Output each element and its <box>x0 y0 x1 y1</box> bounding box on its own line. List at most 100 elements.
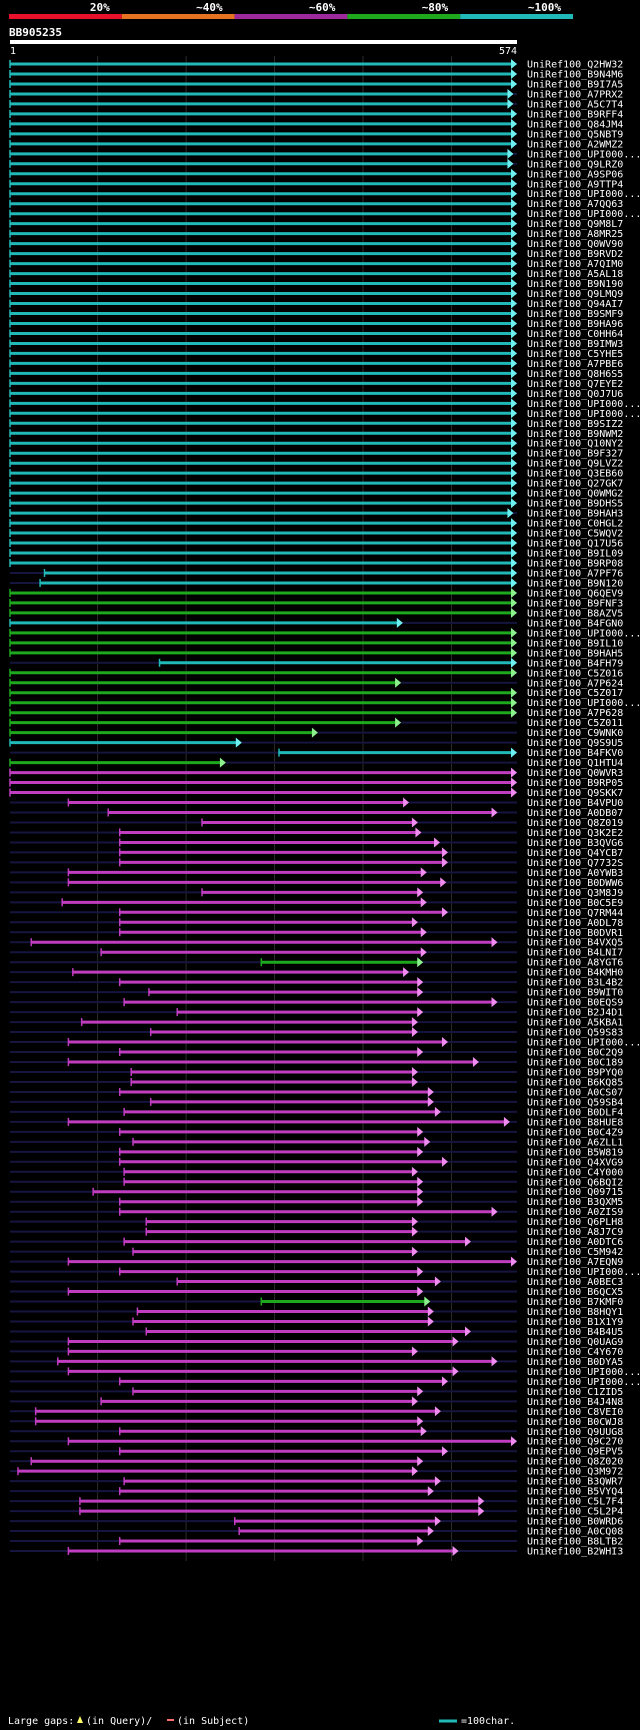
hit-row[interactable]: UniRef100_B9N4M6 <box>9 68 623 81</box>
hit-row[interactable]: UniRef100_A7PRX2 <box>9 88 623 101</box>
hit-row[interactable]: UniRef100_Q1HTU4 <box>9 757 623 770</box>
hit-row[interactable]: UniRef100_B0C4Z9 <box>10 1126 623 1139</box>
hit-label[interactable]: UniRef100_B9SIZ2 <box>527 419 623 430</box>
hit-row[interactable]: UniRef100_C9WNK0 <box>9 727 623 740</box>
hit-label[interactable]: UniRef100_UPI000... <box>527 1267 640 1278</box>
hit-row[interactable]: UniRef100_C5L7F4 <box>10 1496 623 1508</box>
hit-label[interactable]: UniRef100_A5C7T4 <box>527 99 623 110</box>
hit-label[interactable]: UniRef100_A8MR25 <box>527 229 623 240</box>
hit-label[interactable]: UniRef100_B0WRD6 <box>527 1517 623 1528</box>
hit-label[interactable]: UniRef100_B9RP05 <box>527 778 623 789</box>
hit-row[interactable]: UniRef100_B2J4D1 <box>10 1007 623 1019</box>
hit-row[interactable]: UniRef100_B0DYA5 <box>10 1356 623 1368</box>
hit-label[interactable]: UniRef100_B3QWR7 <box>527 1477 623 1488</box>
hit-label[interactable]: UniRef100_Q6QEV9 <box>527 588 623 599</box>
hit-row[interactable]: UniRef100_C1ZID5 <box>10 1386 623 1398</box>
hit-row[interactable]: UniRef100_B8HQY1 <box>10 1306 623 1319</box>
hit-row[interactable]: UniRef100_B9NWM2 <box>9 428 623 440</box>
hit-row[interactable]: UniRef100_C0HGL2 <box>9 518 623 530</box>
hit-row[interactable]: UniRef100_B0DVR1 <box>10 927 623 939</box>
hit-label[interactable]: UniRef100_A7PF76 <box>527 568 623 579</box>
hit-row[interactable]: UniRef100_Q9EPV5 <box>10 1446 623 1458</box>
hit-label[interactable]: UniRef100_B3L4B2 <box>527 978 623 989</box>
hit-row[interactable]: UniRef100_B9SMF9 <box>9 308 623 321</box>
hit-label[interactable]: UniRef100_C1ZID5 <box>527 1387 623 1398</box>
hit-row[interactable]: UniRef100_Q27GK7 <box>9 478 623 490</box>
hit-label[interactable]: UniRef100_A0DTC6 <box>527 1237 623 1248</box>
hit-label[interactable]: UniRef100_Q9S9U5 <box>527 738 623 749</box>
hit-row[interactable]: UniRef100_B0EQS9 <box>10 997 623 1009</box>
hit-row[interactable]: UniRef100_UPI000... <box>10 1376 640 1388</box>
hit-row[interactable]: UniRef100_B9IL09 <box>9 548 623 560</box>
hit-label[interactable]: UniRef100_B9F327 <box>527 449 623 460</box>
hit-label[interactable]: UniRef100_B4FH79 <box>527 658 623 669</box>
hit-row[interactable]: UniRef100_A7QQ63 <box>9 198 623 211</box>
hit-row[interactable]: UniRef100_B0C2Q9 <box>10 1047 623 1059</box>
hit-label[interactable]: UniRef100_A6ZLL1 <box>527 1137 623 1148</box>
hit-row[interactable]: UniRef100_Q9LMQ9 <box>9 288 623 301</box>
hit-label[interactable]: UniRef100_B9N4M6 <box>527 69 623 80</box>
hit-row[interactable]: UniRef100_B9RP08 <box>9 558 623 570</box>
hit-row[interactable]: UniRef100_Q84JM4 <box>9 118 623 131</box>
hit-row[interactable]: UniRef100_B6KQ85 <box>10 1076 623 1089</box>
hit-label[interactable]: UniRef100_A0CS07 <box>527 1087 623 1098</box>
hit-label[interactable]: UniRef100_B9IL10 <box>527 638 623 649</box>
hit-row[interactable]: UniRef100_Q3M8J9 <box>10 887 623 899</box>
hit-label[interactable]: UniRef100_B8HUE8 <box>527 1117 623 1128</box>
hit-row[interactable]: UniRef100_Q59S83 <box>10 1027 623 1039</box>
hit-label[interactable]: UniRef100_B4VXQ5 <box>527 938 623 949</box>
hit-row[interactable]: UniRef100_B9DHS5 <box>9 498 623 510</box>
hit-row[interactable]: UniRef100_Q0J7U6 <box>9 388 623 400</box>
hit-label[interactable]: UniRef100_Q6BQI2 <box>527 1177 623 1188</box>
hit-row[interactable]: UniRef100_B0WRD6 <box>10 1516 623 1528</box>
hit-row[interactable]: UniRef100_Q3EB60 <box>9 468 623 480</box>
hit-label[interactable]: UniRef100_Q9C270 <box>527 1437 623 1448</box>
hit-row[interactable]: UniRef100_B8HUE8 <box>10 1116 623 1129</box>
hit-label[interactable]: UniRef100_B5W819 <box>527 1147 623 1158</box>
hit-row[interactable]: UniRef100_B9RFF4 <box>9 108 623 121</box>
hit-row[interactable]: UniRef100_Q0WV90 <box>9 238 623 251</box>
hit-label[interactable]: UniRef100_A7EQN9 <box>527 1257 623 1268</box>
hit-row[interactable]: UniRef100_A0CQ08 <box>10 1526 623 1538</box>
hit-row[interactable]: UniRef100_B9N120 <box>10 577 623 590</box>
hit-row[interactable]: UniRef100_B9F327 <box>9 448 623 460</box>
hit-row[interactable]: UniRef100_Q7732S <box>10 857 623 869</box>
hit-label[interactable]: UniRef100_A2WMZ2 <box>527 139 623 150</box>
hit-label[interactable]: UniRef100_C8VEI0 <box>527 1407 623 1418</box>
hit-label[interactable]: UniRef100_B9RFF4 <box>527 109 623 120</box>
hit-label[interactable]: UniRef100_Q2HW32 <box>527 60 623 71</box>
hit-label[interactable]: UniRef100_B0C4Z9 <box>527 1127 623 1138</box>
hit-label[interactable]: UniRef100_C0HGL2 <box>527 519 623 530</box>
hit-label[interactable]: UniRef100_B9PYQ0 <box>527 1067 623 1078</box>
hit-row[interactable]: UniRef100_B4FGN0 <box>9 617 623 630</box>
hit-row[interactable]: UniRef100_Q17U56 <box>9 538 623 550</box>
hit-label[interactable]: UniRef100_C5Z017 <box>527 688 623 699</box>
hit-row[interactable]: UniRef100_B9HAH5 <box>9 647 623 660</box>
hit-row[interactable]: UniRef100_Q9UUG8 <box>10 1426 623 1438</box>
hit-label[interactable]: UniRef100_Q59SB4 <box>527 1097 623 1108</box>
hit-label[interactable]: UniRef100_B4FGN0 <box>527 618 623 629</box>
hit-label[interactable]: UniRef100_B2WHI3 <box>527 1547 623 1558</box>
hit-label[interactable]: UniRef100_B0C189 <box>527 1058 623 1069</box>
hit-row[interactable]: UniRef100_UPI000... <box>9 188 640 201</box>
hit-row[interactable]: UniRef100_B4FKV0 <box>10 747 623 760</box>
hit-label[interactable]: UniRef100_B9WIT0 <box>527 988 623 999</box>
hit-row[interactable]: UniRef100_B9I7A5 <box>9 78 623 91</box>
hit-row[interactable]: UniRef100_B3QWR7 <box>10 1476 623 1488</box>
hit-label[interactable]: UniRef100_C5YHE5 <box>527 349 623 360</box>
hit-label[interactable]: UniRef100_C5L2P4 <box>527 1507 623 1518</box>
hit-row[interactable]: UniRef100_UPI000... <box>9 148 640 161</box>
hit-label[interactable]: UniRef100_Q0J7U6 <box>527 389 623 400</box>
hit-label[interactable]: UniRef100_UPI000... <box>527 149 640 160</box>
hit-label[interactable]: UniRef100_B4VPU0 <box>527 798 623 809</box>
hit-row[interactable]: UniRef100_A0YWB3 <box>10 867 623 879</box>
hit-row[interactable]: UniRef100_B8AZV5 <box>9 607 623 620</box>
hit-row[interactable]: UniRef100_B3QVG6 <box>10 837 623 849</box>
hit-row[interactable]: UniRef100_B9RVD2 <box>9 248 623 261</box>
hit-row[interactable]: UniRef100_C5Z011 <box>9 717 623 730</box>
hit-label[interactable]: UniRef100_Q1HTU4 <box>527 758 623 769</box>
hit-row[interactable]: UniRef100_C5WQV2 <box>9 528 623 540</box>
hit-label[interactable]: UniRef100_B0DWW6 <box>527 878 623 889</box>
hit-label[interactable]: UniRef100_A7PBE6 <box>527 359 623 370</box>
hit-label[interactable]: UniRef100_UPI000... <box>527 1377 640 1388</box>
